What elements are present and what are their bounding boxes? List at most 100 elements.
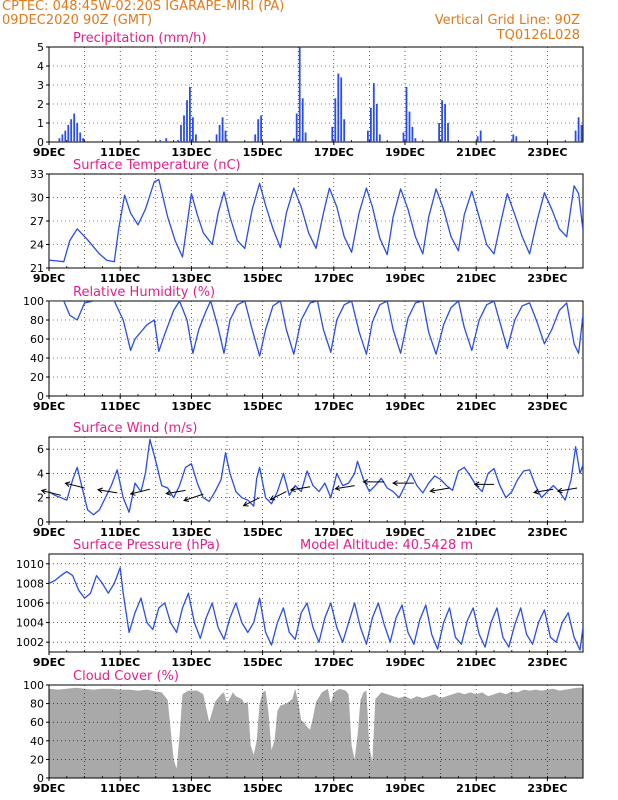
y-tick-label: 1 [37, 117, 44, 130]
wind-arrow [165, 489, 186, 496]
x-tick-label: 23DEC [527, 526, 567, 539]
precip-bar [64, 130, 67, 142]
precip-bar [295, 113, 298, 142]
precip-bar [215, 134, 218, 142]
y-tick-label: 20 [30, 371, 44, 384]
wind-series-line [49, 438, 583, 516]
wind-arrow [40, 488, 62, 496]
x-tick-label: 17DEC [314, 146, 354, 159]
x-tick-label: 11DEC [100, 272, 140, 285]
x-tick-label: 11DEC [100, 146, 140, 159]
x-tick-label: 15DEC [243, 400, 283, 413]
y-tick-label: 80 [30, 698, 44, 711]
precip-bar [189, 86, 191, 142]
y-tick-label: 1002 [16, 636, 44, 649]
precip-bar [224, 130, 227, 142]
x-tick-label: 15DEC [243, 782, 283, 795]
precip-bar [479, 130, 482, 142]
x-tick-label: 23DEC [527, 656, 567, 669]
precip-bar [58, 138, 61, 142]
wind-arrow [334, 485, 355, 491]
precip-bar [257, 119, 260, 142]
precip-bar [195, 134, 197, 142]
y-tick-label: 100 [23, 679, 44, 692]
x-tick-label: 19DEC [385, 782, 425, 795]
y-tick-label: 0 [37, 772, 44, 785]
y-tick-label: 27 [30, 215, 44, 228]
x-tick-label: 19DEC [385, 526, 425, 539]
wind-arrow [533, 488, 554, 495]
precip-bar [298, 47, 301, 142]
precip-bar [444, 104, 446, 142]
y-tick-label: 6 [37, 443, 44, 456]
y-tick-label: 20 [30, 753, 44, 766]
precip-bar [79, 132, 82, 142]
x-tick-label: 13DEC [171, 400, 211, 413]
precip-bar [411, 126, 414, 142]
y-tick-label: 5 [37, 41, 44, 54]
x-tick-label: 15DEC [243, 272, 283, 285]
x-tick-label: 23DEC [527, 400, 567, 413]
x-tick-label: 19DEC [385, 272, 425, 285]
precip-bar [476, 136, 479, 142]
x-tick-label: 17DEC [314, 782, 354, 795]
x-tick-label: 19DEC [385, 656, 425, 669]
precip-bar [334, 98, 337, 142]
y-tick-label: 1010 [16, 558, 44, 571]
x-tick-label: 17DEC [314, 272, 354, 285]
wind-arrow [429, 487, 450, 494]
rh-frame [48, 300, 584, 397]
y-tick-label: 33 [30, 168, 44, 181]
y-tick-label: 100 [23, 295, 44, 308]
x-tick-label: 17DEC [314, 526, 354, 539]
wind-arrow [129, 488, 151, 496]
precip-bar [183, 115, 185, 142]
x-tick-label: 9DEC [33, 272, 65, 285]
precip-bar [180, 124, 182, 142]
precip-bar [331, 126, 334, 142]
cloud-cover-area [49, 687, 583, 778]
x-tick-label: 11DEC [100, 526, 140, 539]
x-tick-label: 21DEC [456, 146, 496, 159]
precip-panel: 0 1 2 3 4 5 9DEC 11DEC 13DEC 15DEC 17DEC 19DEC 21DEC… [33, 31, 584, 159]
precip-bar [221, 117, 224, 142]
precip-bar [414, 138, 417, 142]
precip-bar [73, 113, 76, 142]
precip-bar [76, 123, 79, 142]
precip-bar [70, 119, 73, 142]
y-tick-label: 60 [30, 716, 44, 729]
precip-bar [301, 98, 304, 142]
x-tick-label: 21DEC [456, 272, 496, 285]
precip-bar [515, 136, 518, 142]
x-tick-label: 23DEC [527, 146, 567, 159]
y-tick-label: 0 [37, 390, 44, 403]
pres-series-line [49, 567, 583, 651]
x-tick-label: 21DEC [456, 526, 496, 539]
x-tick-label: 21DEC [456, 400, 496, 413]
y-tick-label: 2 [37, 492, 44, 505]
x-tick-label: 13DEC [171, 272, 211, 285]
cloud-panel: 0 20 40 60 80 100 9DEC 11DEC 13DEC 15DEC 17DEC 19DE… [23, 669, 584, 795]
x-tick-label: 15DEC [243, 656, 283, 669]
x-tick-label: 13DEC [171, 782, 211, 795]
temp-panel: 21 24 27 30 33 9DEC 11DEC 13DEC 15DEC 17DEC 19DEC 2… [30, 158, 584, 285]
precip-bar [447, 123, 449, 142]
precip-title: Precipitation (mm/h) [73, 31, 206, 46]
wind-arrow [556, 487, 578, 494]
x-tick-label: 9DEC [33, 656, 65, 669]
cloud-title: Cloud Cover (%) [73, 669, 179, 684]
wind-arrow [362, 479, 385, 485]
precip-bar [372, 83, 375, 142]
y-tick-label: 0 [37, 516, 44, 529]
precip-bar [218, 124, 221, 142]
x-tick-label: 23DEC [527, 782, 567, 795]
y-tick-label: 2 [37, 98, 44, 111]
x-tick-label: 21DEC [456, 782, 496, 795]
precip-bar [177, 140, 179, 142]
header-model-id: TQ0126L028 [496, 28, 580, 43]
y-tick-label: 21 [30, 262, 44, 275]
precip-bar [61, 134, 64, 142]
wind-arrow [242, 497, 260, 507]
wind-arrow [183, 493, 204, 502]
